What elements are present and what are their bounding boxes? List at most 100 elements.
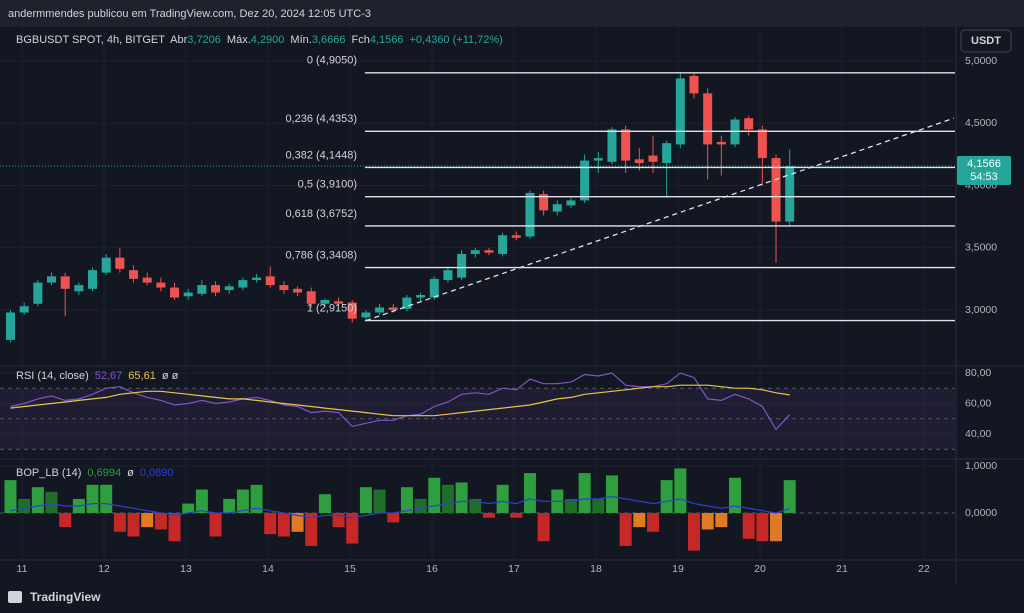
bop-bar xyxy=(182,503,195,514)
last-price-box xyxy=(957,155,1011,185)
candle-body xyxy=(156,282,166,288)
candle-body xyxy=(511,235,521,238)
bop-bar xyxy=(86,484,99,514)
candle-body xyxy=(429,278,439,298)
candle-body xyxy=(771,158,781,222)
candle-body xyxy=(457,253,467,278)
candle-body xyxy=(689,75,699,94)
bop-bar xyxy=(523,473,536,514)
bop-bar xyxy=(318,494,331,514)
bop-bar xyxy=(633,513,646,528)
x-tick-label: 19 xyxy=(672,563,684,575)
candle-body xyxy=(607,129,617,162)
bop-bar xyxy=(414,498,427,514)
bop-bar xyxy=(277,513,290,537)
candle-body xyxy=(33,282,43,304)
candle-body xyxy=(183,292,193,297)
legend-value: 3,7206 xyxy=(187,34,221,46)
bop-bar xyxy=(469,498,482,514)
symbol: BGBUSDT SPOT, 4h, BITGET xyxy=(16,34,165,46)
bop-bar xyxy=(688,513,700,551)
rsi-line xyxy=(10,372,791,431)
legend-label: Máx. xyxy=(227,34,251,46)
candle-body xyxy=(115,257,125,269)
rsi-legend: RSI (14, close) 52,67 65,61 ø ø xyxy=(16,370,179,382)
candle-body xyxy=(675,78,685,145)
currency-button[interactable] xyxy=(960,29,1012,53)
candle-body xyxy=(6,312,15,340)
bop-bar xyxy=(332,513,345,528)
fib-level-label: 0,786 (3,3408) xyxy=(285,249,357,261)
candle-body xyxy=(74,285,84,292)
candle-body xyxy=(60,276,70,289)
candle-body xyxy=(265,276,275,286)
fib-level-label: 0,618 (3,6752) xyxy=(285,208,357,220)
candle-body xyxy=(539,194,549,211)
bop-bar xyxy=(250,484,263,514)
bop-bar xyxy=(168,513,181,542)
bop-bar xyxy=(127,513,140,537)
y-tick-label: 1,0000 xyxy=(965,460,997,472)
bop-bar xyxy=(264,513,277,535)
candle-body xyxy=(252,277,262,281)
x-tick-label: 12 xyxy=(98,563,110,575)
y-tick-label: 5,0000 xyxy=(965,55,997,67)
bop-bar xyxy=(113,513,126,532)
candle-body xyxy=(580,160,590,201)
fib-level-label: 0,5 (3,9100) xyxy=(298,179,357,191)
candle-body xyxy=(716,141,726,145)
symbol-legend: BGBUSDT SPOT, 4h, BITGET Abr3,7206 Máx.4,2… xyxy=(16,34,503,46)
bop-bar xyxy=(605,475,618,514)
bop-bar xyxy=(619,513,632,546)
candle-body xyxy=(211,285,221,293)
candle-body xyxy=(170,287,180,298)
bop-bar xyxy=(18,498,31,514)
candle-body xyxy=(566,200,576,206)
x-tick-label: 21 xyxy=(836,563,848,575)
x-tick-label: 17 xyxy=(508,563,520,575)
candle-body xyxy=(402,297,412,309)
candle-body xyxy=(375,307,385,313)
candle-body xyxy=(224,286,234,291)
candle-body xyxy=(525,192,535,237)
bop-bar xyxy=(154,513,167,530)
candle-body xyxy=(361,312,371,318)
marks xyxy=(0,72,955,551)
bop-bar xyxy=(674,468,687,514)
bop-bar xyxy=(45,491,58,514)
bop-bar xyxy=(359,487,372,514)
y-tick-label: 3,0000 xyxy=(965,304,997,316)
x-tick-label: 20 xyxy=(754,563,766,575)
candle-body xyxy=(498,235,508,254)
bop-bar xyxy=(756,513,769,542)
candle-body xyxy=(347,302,357,319)
y-tick-label: 3,5000 xyxy=(965,242,997,254)
last-price-label: 4,1566 xyxy=(967,158,1001,170)
bop-bar xyxy=(4,480,17,514)
bop-bar xyxy=(31,487,44,514)
fib-level-label: 0 (4,9050) xyxy=(307,55,357,67)
bop-bar xyxy=(770,513,783,542)
bop-bar xyxy=(510,513,523,518)
bop-line xyxy=(10,495,790,519)
candle-body xyxy=(552,204,562,212)
legend-change: +0,4360 (+11,72%) xyxy=(409,34,502,46)
countdown-label: 54:53 xyxy=(970,171,998,183)
legend-label: Fch xyxy=(351,34,369,46)
candle-body xyxy=(416,295,426,298)
y-tick-label: 40,00 xyxy=(965,428,991,440)
y-tick-label: 80,00 xyxy=(965,367,991,379)
bop-bar xyxy=(455,482,468,514)
bop-bar xyxy=(223,498,236,514)
bop-legend: BOP_LB (14) 0,6994 ø 0,0890 xyxy=(16,467,173,479)
footer-text: TradingView xyxy=(30,590,101,604)
candle-body xyxy=(388,307,398,310)
rsi-ma-value: 65,61 xyxy=(128,370,156,382)
bop-bar xyxy=(729,477,742,514)
bop-line-value: 0,0890 xyxy=(140,467,174,479)
candle-body xyxy=(621,129,631,161)
rsi-line xyxy=(10,384,790,417)
x-tick-label: 16 xyxy=(426,563,438,575)
currency-label[interactable]: USDT xyxy=(971,35,1001,47)
legend-label: Abr xyxy=(170,34,187,46)
